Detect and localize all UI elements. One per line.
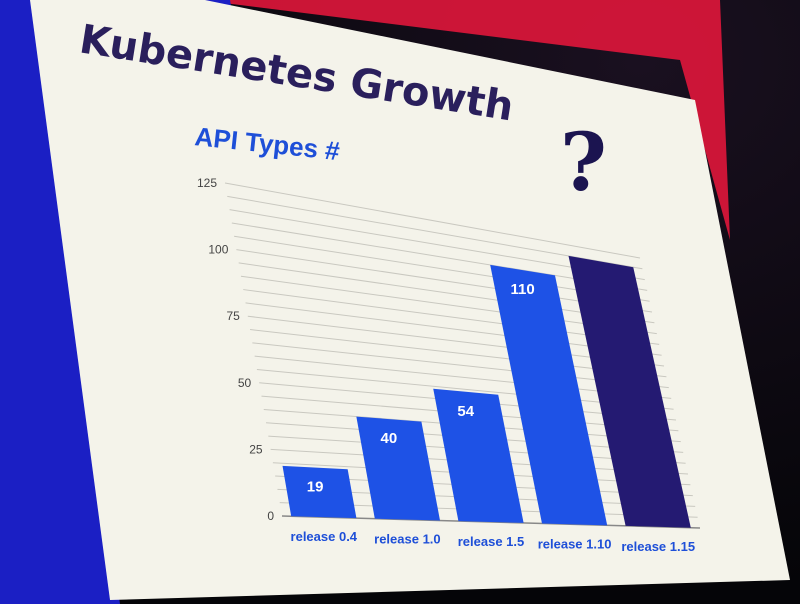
blue-screen-frame (0, 0, 235, 604)
x-category-label: release 1.0 (374, 532, 441, 547)
data-labels: 19 40 54 110 (307, 281, 535, 495)
bar-value-label: 110 (510, 281, 534, 298)
x-category-label: release 1.5 (458, 534, 525, 549)
bar-release-1-0 (356, 416, 441, 521)
x-category-label: release 1.10 (538, 536, 612, 551)
y-tick-label: 50 (238, 376, 252, 390)
bar-value-label: 54 (457, 403, 474, 420)
y-axis-ticks: 0 25 50 75 100 125 (197, 176, 274, 523)
gridline (227, 195, 643, 270)
question-mark-annotation: ? (560, 115, 607, 209)
bar-value-label: 19 (307, 479, 324, 496)
y-tick-label: 75 (226, 309, 240, 323)
bars (282, 255, 691, 528)
x-category-label: release 0.4 (291, 529, 358, 544)
bar-release-1-5 (433, 388, 524, 523)
bar-release-1-10 (490, 264, 608, 526)
bar-value-label: 40 (381, 430, 398, 447)
red-decorative-border (200, 0, 730, 240)
y-tick-label: 100 (208, 243, 228, 257)
y-tick-label: 25 (249, 442, 263, 456)
x-axis-categories: release 0.4 release 1.0 release 1.5 release… (291, 529, 696, 554)
y-tick-label: 0 (267, 509, 274, 523)
x-category-label: release 1.15 (621, 539, 695, 554)
bar-release-1-15 (568, 255, 691, 528)
bar-release-0-4 (282, 465, 357, 519)
gridline (224, 182, 641, 259)
y-tick-label: 125 (197, 176, 217, 190)
